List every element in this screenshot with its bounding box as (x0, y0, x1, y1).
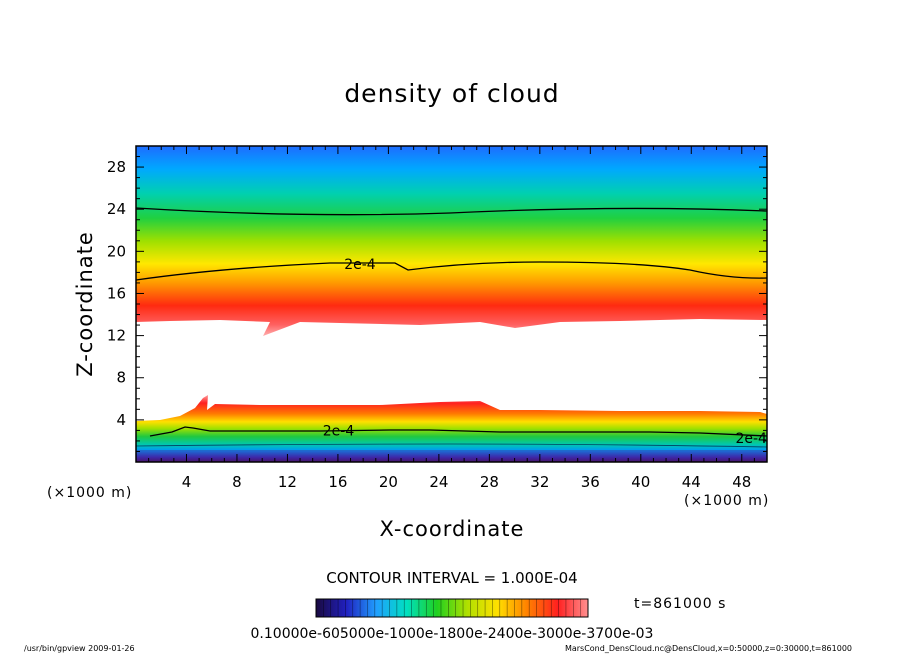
heatmap-field (136, 146, 767, 462)
y-tick-label: 4 (116, 411, 126, 429)
x-tick-label: 36 (581, 473, 600, 491)
chart-title: density of cloud (344, 79, 559, 108)
contour-label: 2e-4 (323, 423, 355, 439)
x-unit-right: (×1000 m) (684, 493, 769, 509)
contour-interval-label: CONTOUR INTERVAL = 1.000E-04 (326, 569, 577, 587)
x-tick-label: 16 (328, 473, 347, 491)
x-tick-label: 4 (182, 473, 192, 491)
contour-upper-2e-4 (136, 261, 767, 281)
contour-lines (136, 207, 767, 448)
y-tick-label: 20 (107, 242, 126, 260)
colorbar (315, 598, 589, 618)
contour-lower-base (136, 443, 767, 448)
x-tick-label: 24 (429, 473, 448, 491)
x-axis: 4 8 12 16 20 24 28 32 36 40 44 48 (148, 146, 755, 491)
x-tick-label: 44 (682, 473, 701, 491)
contour-lower-2e-4 (149, 426, 767, 437)
contour-label: 2e-4 (344, 257, 376, 273)
contour-upper-top (136, 207, 767, 216)
y-axis-title: Z-coordinate (73, 231, 97, 377)
x-tick-label: 8 (232, 473, 242, 491)
x-tick-label: 12 (278, 473, 297, 491)
upper-cloud-layer (136, 146, 767, 336)
colorbar-labels: 0.10000e-605000e-1000e-1800e-2400e-3000e… (251, 626, 654, 642)
x-tick-label: 40 (631, 473, 650, 491)
y-tick-label: 24 (107, 200, 126, 218)
contour-labels: 2e-4 2e-4 2e-4 (323, 257, 767, 447)
x-tick-label: 28 (480, 473, 499, 491)
x-tick-label: 48 (732, 473, 751, 491)
x-tick-label: 20 (379, 473, 398, 491)
y-axis: 4 8 12 16 20 24 28 (107, 156, 767, 452)
colorbar-divisions (323, 599, 581, 617)
x-unit-left: (×1000 m) (47, 485, 132, 501)
y-tick-label: 8 (116, 369, 126, 387)
lower-cloud-layer (136, 395, 767, 462)
y-tick-label: 12 (107, 327, 126, 345)
x-axis-title: X-coordinate (380, 517, 525, 541)
footer-right: MarsCond_DensCloud.nc@DensCloud,x=0:5000… (565, 644, 852, 653)
time-label: t=861000 s (634, 596, 726, 612)
y-tick-label: 16 (107, 284, 126, 302)
footer-left: /usr/bin/gpview 2009-01-26 (24, 644, 135, 653)
x-tick-label: 32 (530, 473, 549, 491)
y-tick-label: 28 (107, 158, 126, 176)
contour-label: 2e-4 (735, 431, 767, 447)
